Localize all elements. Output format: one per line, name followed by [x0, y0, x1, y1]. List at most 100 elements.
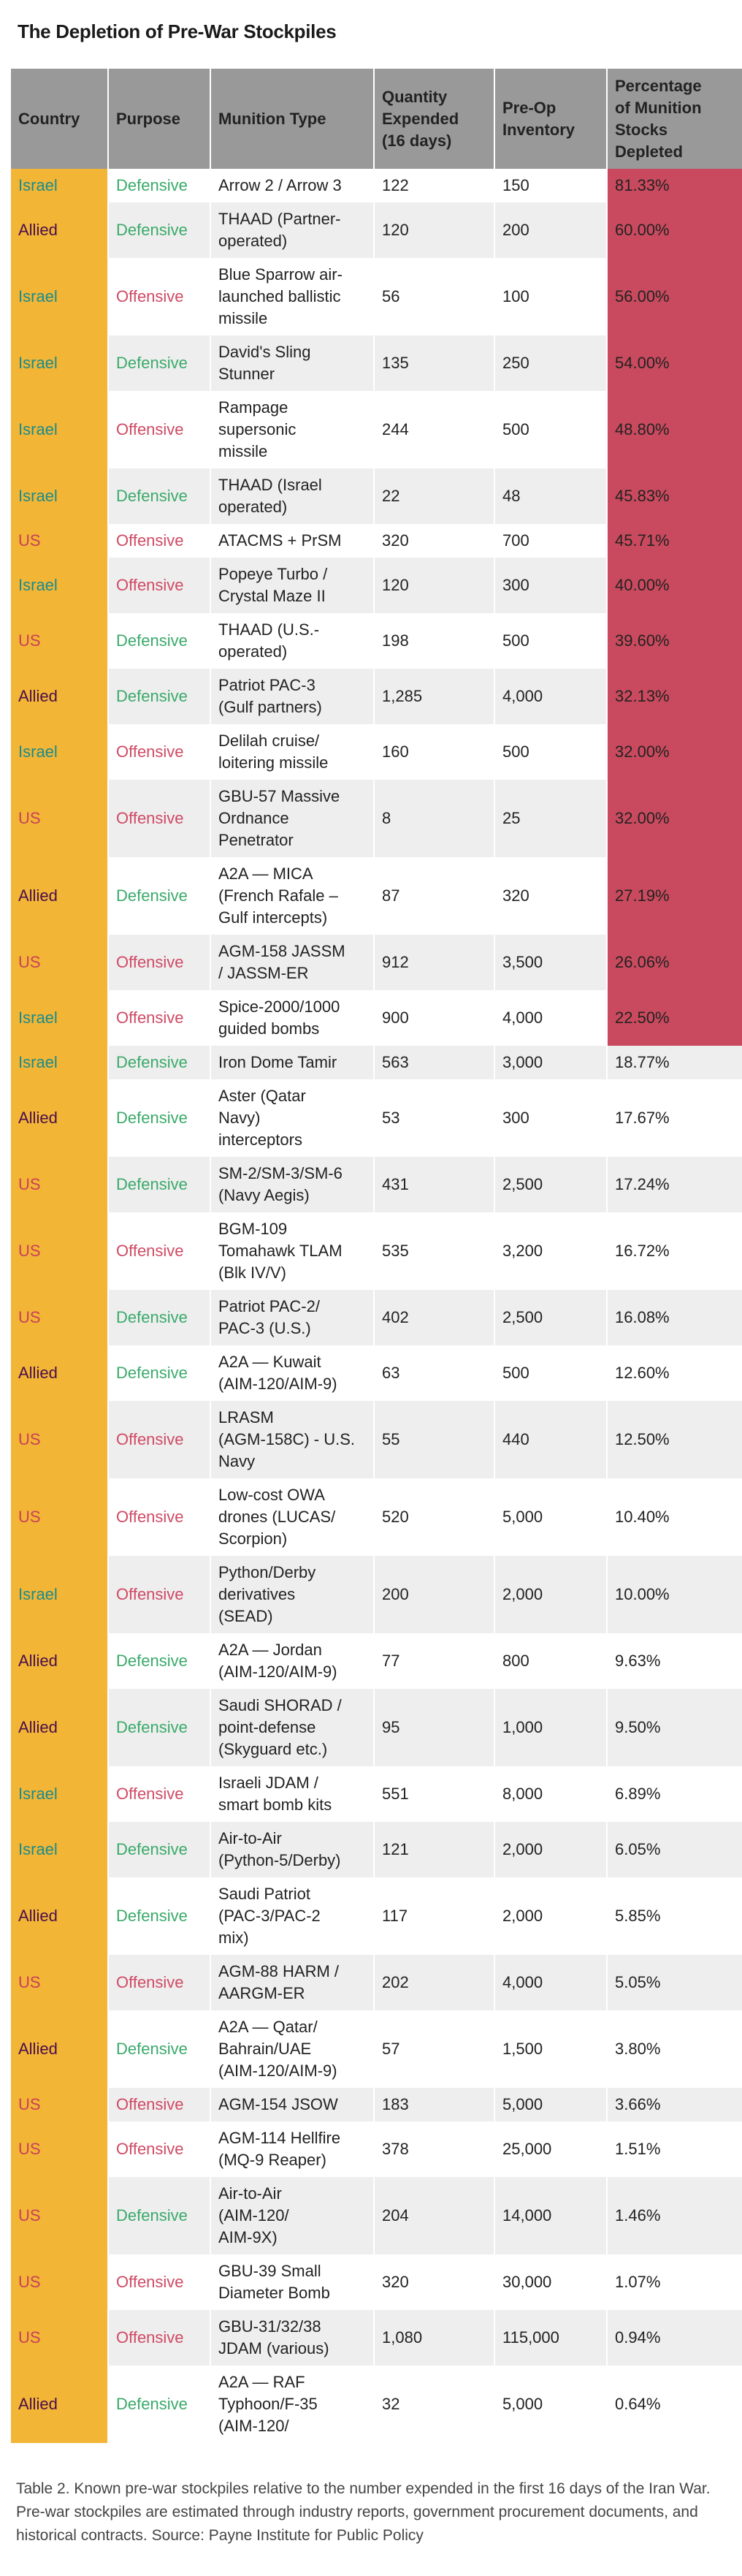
pre-op-inventory-cell: 1,500 — [494, 2010, 607, 2088]
quantity-expended-cell: 63 — [373, 1345, 494, 1401]
munition-type-cell: A2A — MICA (French Rafale – Gulf interce… — [210, 857, 374, 935]
munition-type-cell: Arrow 2 / Arrow 3 — [210, 169, 374, 202]
country-cell: Israel — [11, 1766, 108, 1822]
purpose-cell: Offensive — [107, 1556, 210, 1633]
quantity-expended-cell: 431 — [373, 1157, 494, 1212]
purpose-cell: Defensive — [107, 1046, 210, 1079]
quantity-expended-cell: 244 — [373, 391, 494, 468]
percentage-depleted-cell: 32.13% — [606, 669, 742, 724]
table-row: US Offensive AGM-154 JSOW 183 5,000 3.66% — [11, 2088, 742, 2121]
pre-op-inventory-cell: 48 — [494, 468, 607, 524]
country-cell: US — [11, 613, 108, 669]
munition-type-cell: ATACMS + PrSM — [210, 524, 374, 558]
percentage-depleted-cell: 48.80% — [606, 391, 742, 468]
country-cell: Israel — [11, 1556, 108, 1633]
stockpile-depletion-table: Country Purpose Munition Type Quantity E… — [11, 69, 742, 2443]
quantity-expended-cell: 117 — [373, 1877, 494, 1955]
country-cell: Israel — [11, 1046, 108, 1079]
table-row: US Offensive LRASM (AGM-158C) - U.S. Navy 5… — [11, 1401, 742, 1478]
table-title: The Depletion of Pre-War Stockpiles — [18, 20, 337, 42]
percentage-depleted-cell: 27.19% — [606, 857, 742, 935]
pre-op-inventory-cell: 200 — [494, 202, 607, 258]
percentage-depleted-cell: 39.60% — [606, 613, 742, 669]
percentage-depleted-cell: 10.40% — [606, 1478, 742, 1556]
pre-op-inventory-cell: 440 — [494, 1401, 607, 1478]
purpose-cell: Defensive — [107, 1822, 210, 1877]
country-cell: US — [11, 935, 108, 990]
quantity-expended-cell: 95 — [373, 1689, 494, 1766]
purpose-cell: Defensive — [107, 1633, 210, 1689]
purpose-cell: Defensive — [107, 857, 210, 935]
purpose-cell: Offensive — [107, 391, 210, 468]
percentage-depleted-cell: 5.05% — [606, 1955, 742, 2010]
percentage-depleted-cell: 5.85% — [606, 1877, 742, 1955]
pre-op-inventory-cell: 3,500 — [494, 935, 607, 990]
purpose-cell: Defensive — [107, 468, 210, 524]
percentage-depleted-cell: 22.50% — [606, 990, 742, 1046]
country-cell: US — [11, 2121, 108, 2177]
quantity-expended-cell: 135 — [373, 335, 494, 391]
country-cell: US — [11, 1401, 108, 1478]
table-row: Israel Defensive David's Sling Stunner 135 2… — [11, 335, 742, 391]
pre-op-inventory-cell: 5,000 — [494, 2366, 607, 2443]
munition-type-cell: Saudi Patriot (PAC-3/PAC-2 mix) — [210, 1877, 374, 1955]
purpose-cell: Defensive — [107, 1345, 210, 1401]
quantity-expended-cell: 56 — [373, 258, 494, 335]
purpose-cell: Defensive — [107, 1290, 210, 1345]
purpose-cell: Defensive — [107, 1689, 210, 1766]
quantity-expended-cell: 77 — [373, 1633, 494, 1689]
quantity-expended-cell: 202 — [373, 1955, 494, 2010]
table-row: US Offensive AGM-158 JASSM / JASSM-ER 912 3,… — [11, 935, 742, 990]
munition-type-cell: AGM-154 JSOW — [210, 2088, 374, 2121]
table-row: Allied Defensive A2A — Qatar/ Bahrain/UAE … — [11, 2010, 742, 2088]
munition-type-cell: A2A — Qatar/ Bahrain/UAE (AIM-120/AIM-9) — [210, 2010, 374, 2088]
pre-op-inventory-cell: 700 — [494, 524, 607, 558]
percentage-depleted-cell: 32.00% — [606, 724, 742, 780]
quantity-expended-cell: 122 — [373, 169, 494, 202]
country-cell: US — [11, 780, 108, 857]
purpose-cell: Defensive — [107, 2177, 210, 2254]
quantity-expended-cell: 200 — [373, 1556, 494, 1633]
table-row: Allied Defensive THAAD (Partner- operated)… — [11, 202, 742, 258]
country-cell: Israel — [11, 558, 108, 613]
purpose-cell: Offensive — [107, 558, 210, 613]
quantity-expended-cell: 1,285 — [373, 669, 494, 724]
pre-op-inventory-cell: 320 — [494, 857, 607, 935]
pre-op-inventory-cell: 115,000 — [494, 2310, 607, 2366]
table-row: Allied Defensive A2A — Kuwait (AIM-120/AIM… — [11, 1345, 742, 1401]
country-cell: US — [11, 2310, 108, 2366]
table-row: US Offensive AGM-88 HARM / AARGM-ER 202 4,00… — [11, 1955, 742, 2010]
percentage-depleted-cell: 3.66% — [606, 2088, 742, 2121]
country-cell: Allied — [11, 1079, 108, 1157]
quantity-expended-cell: 32 — [373, 2366, 494, 2443]
table-row: Allied Defensive Patriot PAC-3 (Gulf partn… — [11, 669, 742, 724]
pre-op-inventory-cell: 500 — [494, 1345, 607, 1401]
percentage-depleted-cell: 6.89% — [606, 1766, 742, 1822]
country-cell: Israel — [11, 258, 108, 335]
quantity-expended-cell: 535 — [373, 1212, 494, 1290]
quantity-expended-cell: 320 — [373, 2254, 494, 2310]
purpose-cell: Offensive — [107, 1212, 210, 1290]
purpose-cell: Defensive — [107, 1877, 210, 1955]
pre-op-inventory-cell: 2,000 — [494, 1877, 607, 1955]
pre-op-inventory-cell: 250 — [494, 335, 607, 391]
munition-type-cell: AGM-114 Hellfire (MQ-9 Reaper) — [210, 2121, 374, 2177]
country-cell: US — [11, 2088, 108, 2121]
munition-type-cell: Python/Derby derivatives (SEAD) — [210, 1556, 374, 1633]
pre-op-inventory-cell: 5,000 — [494, 1478, 607, 1556]
percentage-depleted-cell: 45.83% — [606, 468, 742, 524]
table-row: US Offensive GBU-39 Small Diameter Bomb 320… — [11, 2254, 742, 2310]
munition-type-cell: Air-to-Air (AIM-120/ AIM-9X) — [210, 2177, 374, 2254]
quantity-expended-cell: 378 — [373, 2121, 494, 2177]
table-row: Israel Offensive Python/Derby derivatives … — [11, 1556, 742, 1633]
quantity-expended-cell: 22 — [373, 468, 494, 524]
quantity-expended-cell: 912 — [373, 935, 494, 990]
percentage-depleted-cell: 17.24% — [606, 1157, 742, 1212]
table-row: US Offensive ATACMS + PrSM 320 700 45.71% — [11, 524, 742, 558]
table-caption: Table 2. Known pre-war stockpiles relati… — [16, 2480, 711, 2544]
munition-type-cell: GBU-31/32/38 JDAM (various) — [210, 2310, 374, 2366]
munition-type-cell: Aster (Qatar Navy) interceptors — [210, 1079, 374, 1157]
country-cell: US — [11, 524, 108, 558]
quantity-expended-cell: 160 — [373, 724, 494, 780]
purpose-cell: Offensive — [107, 524, 210, 558]
